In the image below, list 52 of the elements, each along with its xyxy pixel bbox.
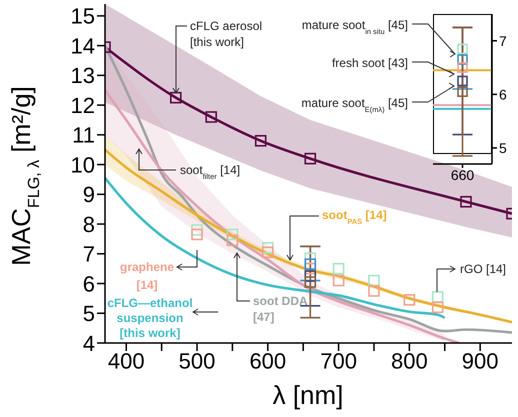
text: fresh soot [43] xyxy=(332,56,408,70)
x-tick-label: 800 xyxy=(391,348,428,374)
y-tick-label: 15 xyxy=(70,4,95,29)
y-tick-label: 7 xyxy=(499,32,507,49)
y-tick-label: 8 xyxy=(82,212,95,237)
point xyxy=(226,234,238,246)
point xyxy=(404,294,416,306)
x-axis-title: λ [nm] xyxy=(272,380,344,410)
y-tick-label: 5 xyxy=(499,140,507,156)
x-tick-label: 700 xyxy=(320,348,357,374)
x-tick-label: 900 xyxy=(462,348,499,374)
point xyxy=(226,228,238,240)
x-tick-label: 660 xyxy=(450,166,474,183)
y-tick-label: 11 xyxy=(72,122,95,148)
point xyxy=(432,302,444,314)
point xyxy=(304,252,316,264)
y-tick-label: 10 xyxy=(70,152,95,178)
point xyxy=(262,246,274,258)
text: cFLG aerosol [this work] xyxy=(190,19,262,49)
y-tick-label: 12 xyxy=(70,92,95,118)
point xyxy=(304,152,316,164)
y-tick-label: 6 xyxy=(499,86,507,102)
point xyxy=(332,274,344,286)
y-tick-label: 5 xyxy=(82,301,95,326)
point xyxy=(254,134,267,147)
point xyxy=(170,92,182,104)
text: soot$_{PAS}$ [14] xyxy=(322,208,387,226)
point xyxy=(304,276,316,288)
text: cFLG—ethanol suspension [this work] xyxy=(107,296,193,340)
y-tick-label: 7 xyxy=(82,242,95,267)
y-tick-label: 6 xyxy=(82,271,95,296)
x-tick-label: 600 xyxy=(249,348,286,374)
point xyxy=(368,285,380,297)
series-label: soot DDA [47] xyxy=(253,294,308,324)
point xyxy=(304,258,316,270)
y-tick-label: 14 xyxy=(70,33,95,58)
y-tick-label: 9 xyxy=(82,182,95,208)
y-tick-label: 13 xyxy=(70,63,95,88)
series-label: rGO [14] xyxy=(460,262,506,276)
point xyxy=(205,111,217,123)
point xyxy=(304,270,316,282)
text: mature soot$_{in situ}$ [45] xyxy=(302,18,408,36)
series-label: soot$_{filter}$ [14] xyxy=(180,163,240,180)
text: mature soot$_{E(mλ)}$ [45] xyxy=(301,96,408,114)
text: graphene [14] xyxy=(120,260,174,292)
x-tick-label: 500 xyxy=(178,348,216,374)
point xyxy=(191,228,203,240)
point xyxy=(460,196,472,208)
y-tick-label: 4 xyxy=(82,330,95,356)
x-tick-label: 400 xyxy=(108,348,145,374)
point xyxy=(332,262,344,274)
point xyxy=(432,291,444,303)
